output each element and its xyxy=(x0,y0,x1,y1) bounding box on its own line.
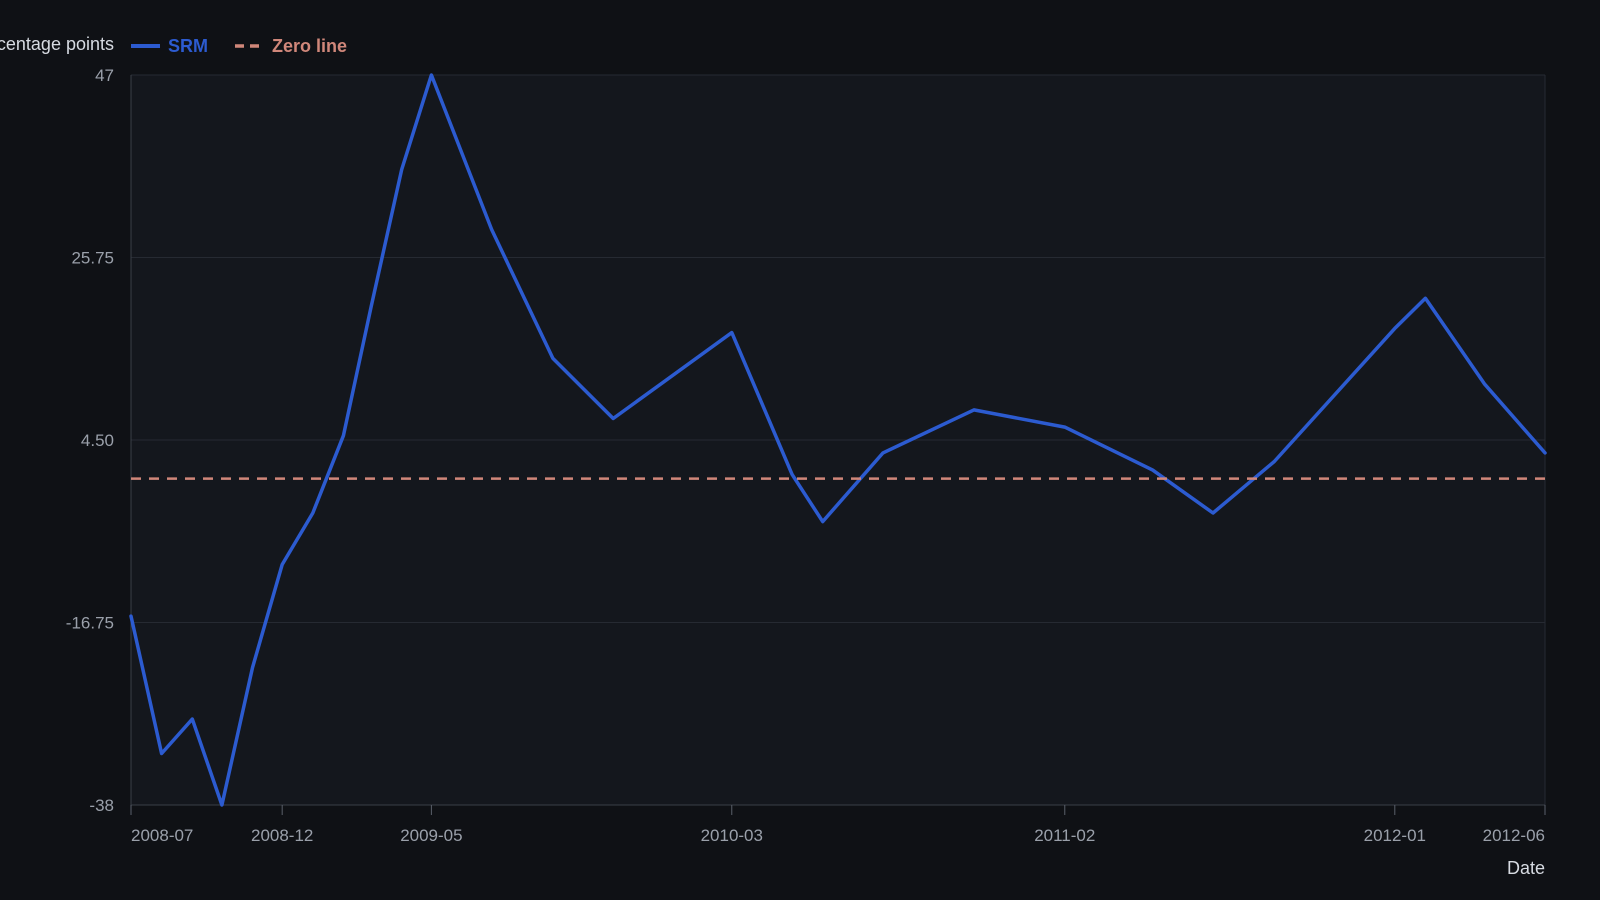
x-tick-label: 2012-06 xyxy=(1483,826,1545,845)
y-tick-label: -16.75 xyxy=(66,614,114,633)
y-axis-title: Percentage points xyxy=(0,34,114,54)
x-tick-label: 2009-05 xyxy=(400,826,462,845)
x-tick-label: 2008-07 xyxy=(131,826,193,845)
series-layer xyxy=(129,73,1547,807)
y-tick-label: -38 xyxy=(89,796,114,815)
x-tick-label: 2012-01 xyxy=(1364,826,1426,845)
y-tick-label: 25.75 xyxy=(71,249,114,268)
x-tick-label: 2010-03 xyxy=(701,826,763,845)
legend-item-srm[interactable]: SRM xyxy=(131,36,208,56)
y-tick-label: 4.50 xyxy=(81,431,114,450)
legend-label-zero-line: Zero line xyxy=(272,36,347,56)
legend-item-zero-line[interactable]: Zero line xyxy=(235,36,347,56)
x-axis-title: Date xyxy=(1507,858,1545,878)
axes xyxy=(130,75,1546,815)
x-tick-label: 2008-12 xyxy=(251,826,313,845)
y-tick-label: 47 xyxy=(95,66,114,85)
legend-label-srm: SRM xyxy=(168,36,208,56)
x-tick-label: 2011-02 xyxy=(1034,826,1095,845)
tick-labels: 47 25.75 4.50 -16.75 -38 2008-07 2008-12 2009-0… xyxy=(66,66,1545,845)
legend[interactable]: Percentage points SRM Zero line xyxy=(0,34,347,56)
